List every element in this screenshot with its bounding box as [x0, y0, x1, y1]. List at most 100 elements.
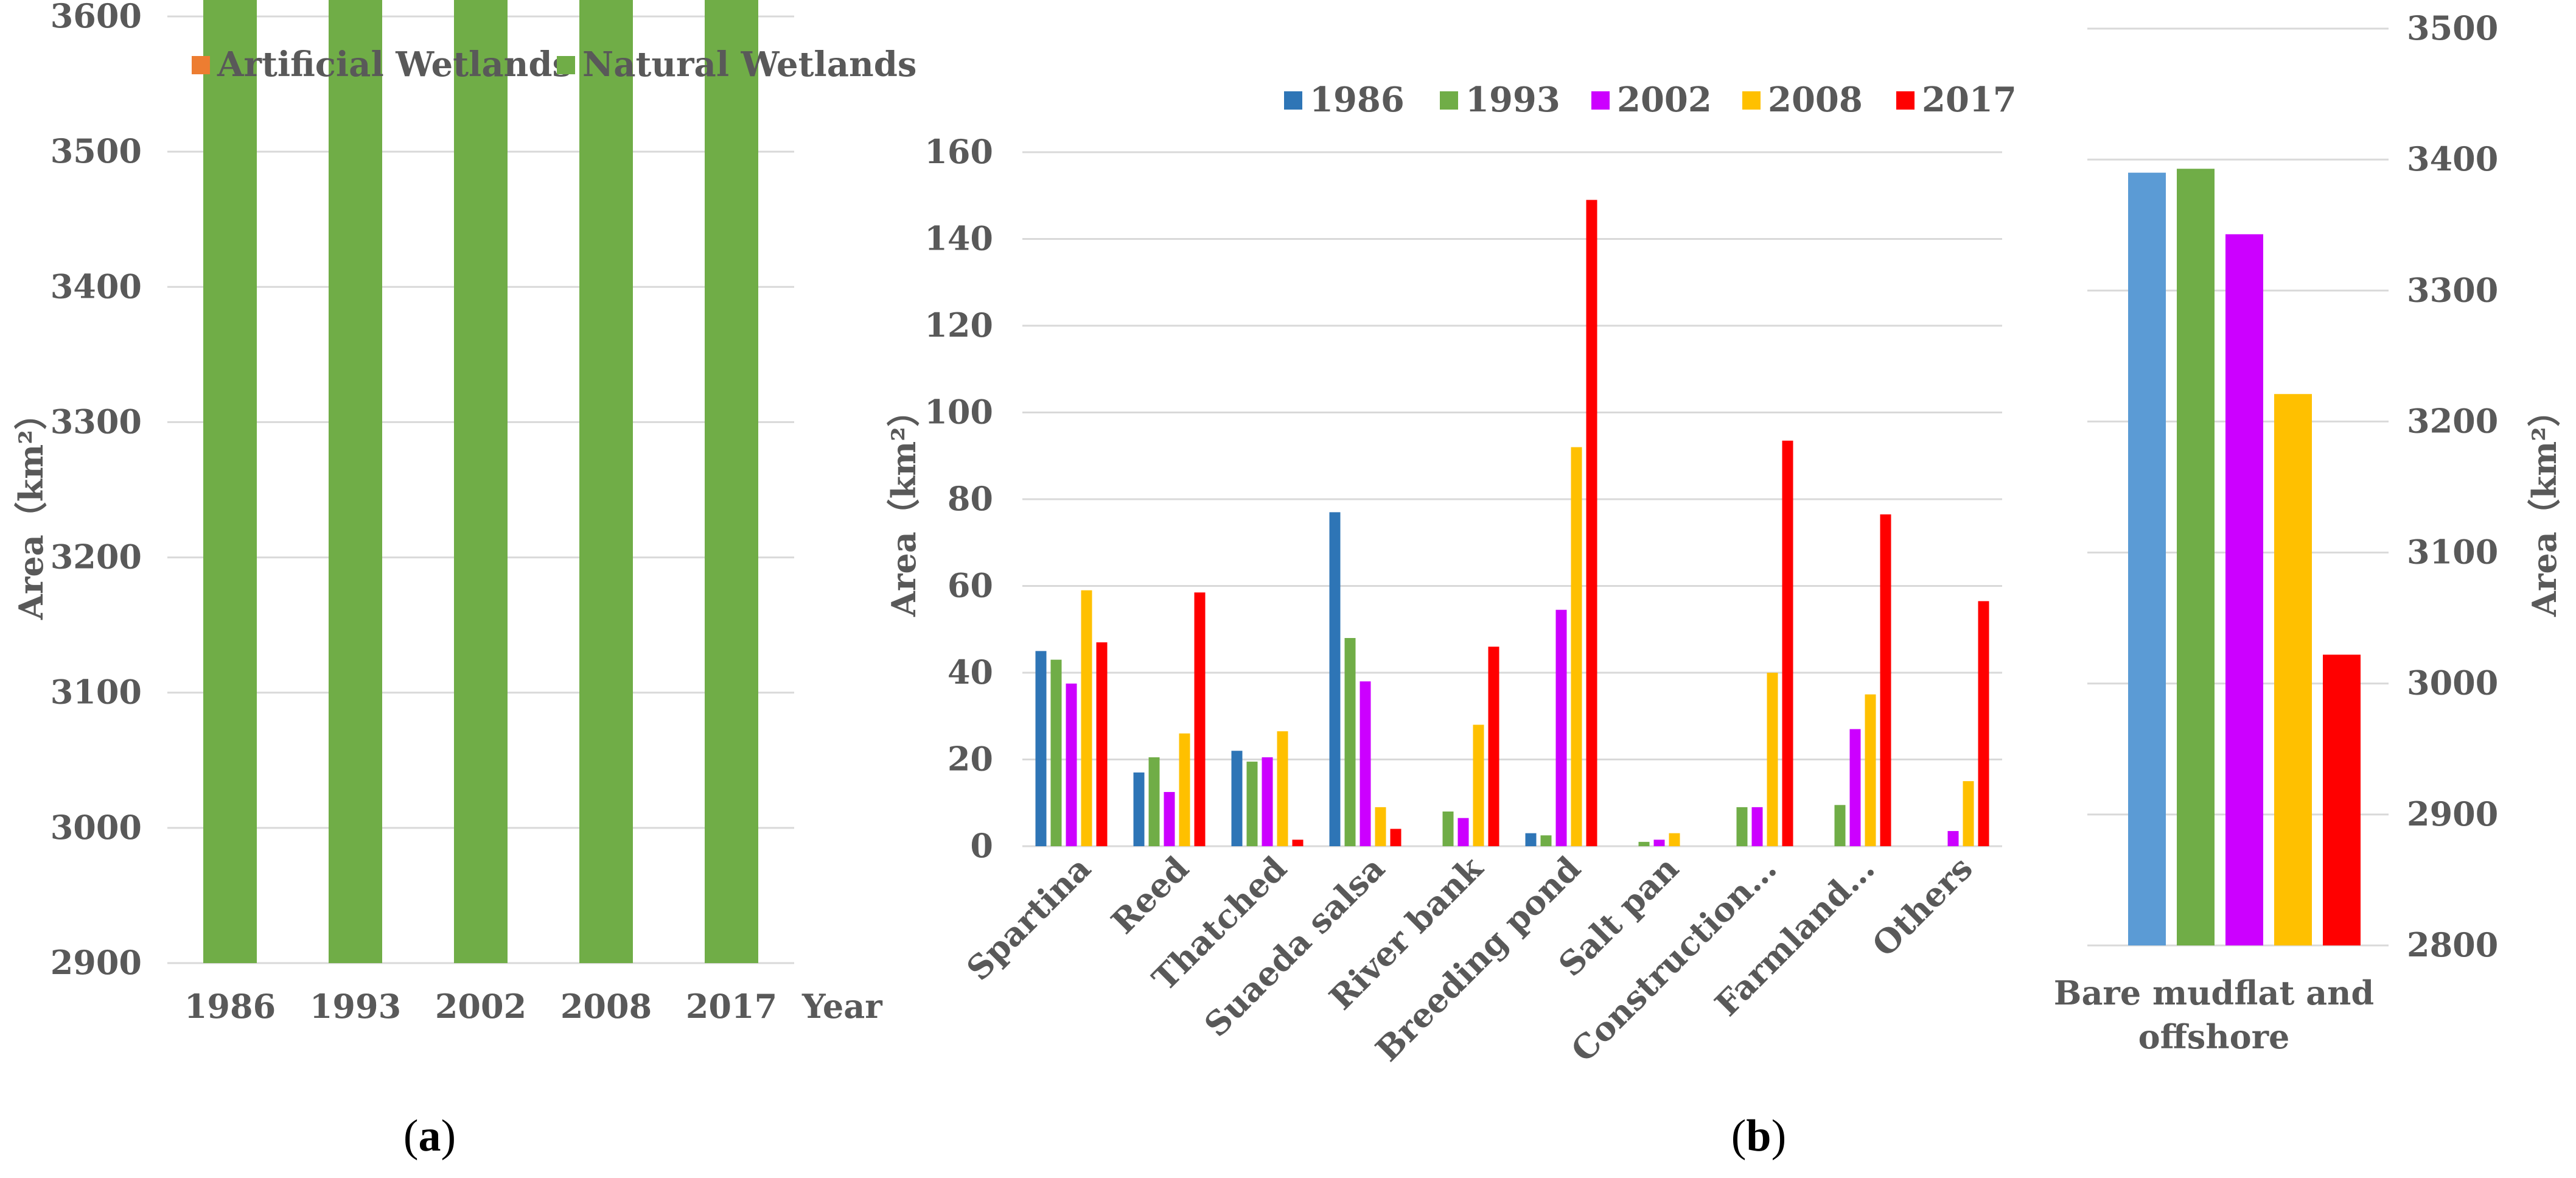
panel-b-y-tick-label: 60 — [948, 566, 993, 605]
panel-b-bar — [1390, 829, 1401, 846]
panel-b-right-bar — [2177, 169, 2215, 945]
panel-b-bar — [1133, 772, 1145, 846]
panel-b-right-y-tick-label: 3000 — [2407, 664, 2498, 703]
panel-b-y-tick-label: 140 — [924, 219, 993, 258]
panel-b-right-chart: 2800 2900 3000 3100 3200 3300 3400 3500 Bare mu… — [2054, 9, 2564, 1056]
panel-b-bar — [1473, 724, 1484, 846]
panel-b-legend-label: 1993 — [1465, 80, 1560, 120]
panel-a-bar-segment — [329, 0, 382, 963]
panel-b-bar — [1767, 673, 1778, 846]
panel-b-legend-label: 2008 — [1768, 80, 1863, 120]
panel-a-chart: 2900 3000 3100 3200 3300 3400 3500 3600 1986 199… — [12, 0, 916, 1026]
panel-b-bar — [1736, 807, 1748, 846]
panel-b-bar — [1148, 757, 1160, 846]
panel-b-right-bar — [2128, 172, 2166, 946]
panel-b-bar — [1525, 833, 1537, 846]
panel-b-legend-swatch — [1591, 91, 1610, 110]
panel-b-right-y-tick-label: 2800 — [2407, 925, 2498, 964]
panel-b-x-tick-label: Suaeda salsa — [1196, 849, 1392, 1044]
panel-b-bar — [1834, 805, 1846, 846]
panel-a-y-axis-title: Area（km²） — [12, 397, 51, 620]
panel-b-right-bar — [2274, 394, 2312, 945]
panel-b-bar — [1231, 751, 1243, 846]
panel-a-label: (a) — [403, 1111, 456, 1161]
panel-b-bar — [1540, 835, 1552, 846]
panel-b-bar — [1849, 729, 1861, 846]
panel-b-legend-label: 2002 — [1617, 80, 1712, 120]
panel-b-y-tick-label: 20 — [948, 740, 993, 779]
panel-a-y-tick-label: 3100 — [51, 673, 142, 712]
panel-a-y-tick-label: 2900 — [51, 943, 142, 982]
panel-a-x-tick-label: 1993 — [310, 987, 401, 1026]
panel-b-bar — [1292, 840, 1304, 846]
panel-a-y-tick-label: 3000 — [51, 808, 142, 847]
panel-b-bar — [1066, 683, 1077, 846]
panel-b-bar — [1571, 447, 1582, 846]
panel-b-y-tick-label: 120 — [924, 306, 993, 345]
panel-b-y-tick-label: 100 — [924, 393, 993, 432]
panel-b-label-open: ( — [1731, 1111, 1747, 1161]
panel-b-label: (b) — [1731, 1111, 1786, 1161]
panel-b-bar — [1638, 841, 1650, 846]
panel-b-bar — [1344, 638, 1356, 846]
panel-b-right-bar — [2323, 654, 2361, 945]
panel-a-legend-swatch — [192, 56, 210, 74]
panel-b-bar — [1669, 833, 1680, 846]
panel-b-legend-swatch — [1284, 91, 1302, 110]
panel-b-y-axis-title: Area（km²） — [884, 394, 923, 617]
panel-a-y-tick-label: 3400 — [51, 267, 142, 306]
panel-a-x-tick-label: 2002 — [435, 987, 526, 1026]
panel-b-bar — [1035, 651, 1047, 846]
panel-a-legend-swatch — [557, 56, 575, 74]
panel-b-bar — [1442, 812, 1454, 846]
panel-a-y-tick-label: 3600 — [51, 0, 142, 35]
panel-b-bar — [1457, 818, 1469, 846]
panel-b-y-tick-label: 160 — [924, 132, 993, 171]
panel-b-right-category-label-line1: Bare mudflat and — [2054, 973, 2374, 1012]
panel-b-right-y-axis-title: Area（km²） — [2525, 394, 2564, 617]
panel-b-bar — [1246, 762, 1258, 846]
panel-a-legend-label: Artificial Wetlands — [217, 44, 571, 85]
panel-a-y-tick-label: 3300 — [51, 402, 142, 441]
panel-b-bar — [1865, 694, 1876, 846]
panel-b-right-y-tick-label: 3100 — [2407, 533, 2498, 572]
panel-a-x-tick-label: 2008 — [560, 987, 652, 1026]
panel-b-right-bar — [2225, 234, 2263, 945]
panel-b-bar — [1947, 831, 1959, 846]
panel-a-x-tick-label: 1986 — [184, 987, 276, 1026]
panel-b-bar — [1096, 642, 1108, 846]
panel-a-bar-segment — [705, 0, 758, 963]
panel-b-bar — [1277, 731, 1288, 846]
panel-b-right-y-tick-label: 3200 — [2407, 401, 2498, 440]
panel-b-bar — [1262, 757, 1273, 846]
panel-b-bar — [1653, 840, 1665, 846]
panel-b-legend-label: 2017 — [1922, 80, 2017, 120]
panel-a-bar-segment — [203, 0, 257, 963]
panel-b-bar — [1586, 200, 1597, 846]
panel-a-y-tick-label: 3500 — [51, 131, 142, 170]
panel-b-bar — [1963, 781, 1974, 846]
panel-b-bar — [1360, 681, 1371, 846]
panel-b-label-close: ) — [1771, 1111, 1787, 1161]
panel-b-x-tick-label: Spartina — [959, 849, 1098, 988]
panel-a-label-letter: a — [419, 1111, 441, 1161]
panel-b-legend-swatch — [1742, 91, 1761, 110]
panel-b-y-tick-label: 80 — [948, 479, 993, 518]
panel-a-label-open: ( — [403, 1111, 419, 1161]
panel-b-bar — [1179, 733, 1190, 846]
panel-b-x-tick-label: Others — [1865, 849, 1980, 964]
panel-b-bar — [1081, 590, 1092, 846]
panel-b-bar — [1050, 659, 1062, 846]
panel-b-legend-swatch — [1896, 91, 1915, 110]
panel-b-right-category-label-line2: offshore — [2138, 1017, 2290, 1056]
panel-b-right-y-tick-label: 3400 — [2407, 139, 2498, 178]
panel-b-bar — [1782, 440, 1793, 846]
panel-b-right-y-tick-label: 3500 — [2407, 9, 2498, 47]
panel-b-legend-label: 1986 — [1310, 80, 1405, 120]
panel-b-right-y-tick-label: 2900 — [2407, 794, 2498, 833]
panel-b-bar — [1329, 512, 1341, 846]
panel-a-bar-segment — [454, 0, 508, 963]
panel-b-bar — [1164, 791, 1175, 846]
